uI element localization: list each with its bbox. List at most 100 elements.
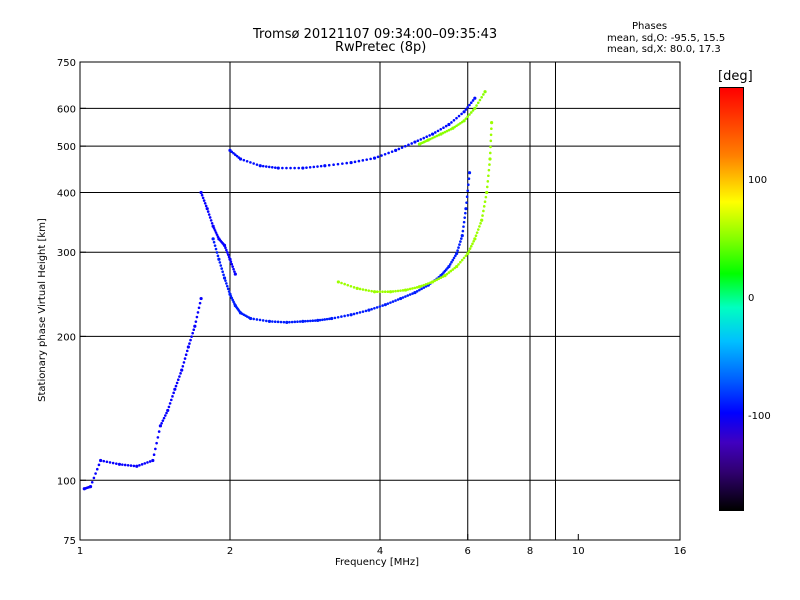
data-point xyxy=(162,416,166,420)
data-point xyxy=(365,158,369,161)
data-point xyxy=(426,138,430,142)
data-point xyxy=(482,205,486,208)
data-point xyxy=(460,233,464,238)
data-point xyxy=(367,289,371,292)
data-point xyxy=(343,314,346,318)
data-point xyxy=(143,462,147,465)
data-point xyxy=(404,295,407,298)
x-tick-label: 1 xyxy=(77,546,83,557)
data-point xyxy=(276,320,280,324)
data-point xyxy=(483,90,487,94)
data-point xyxy=(111,461,115,465)
data-point xyxy=(238,157,243,161)
data-point xyxy=(213,229,217,232)
data-point xyxy=(214,231,218,234)
data-point xyxy=(225,284,229,288)
data-point xyxy=(276,166,280,170)
data-point xyxy=(205,207,209,211)
data-point xyxy=(140,463,144,466)
data-point xyxy=(383,152,387,156)
data-point xyxy=(469,244,473,248)
data-point xyxy=(364,288,368,292)
data-point xyxy=(433,135,436,139)
data-point xyxy=(166,408,170,413)
data-point xyxy=(102,459,106,463)
data-point xyxy=(194,320,198,323)
data-point xyxy=(184,353,188,357)
data-point xyxy=(297,166,301,170)
data-point xyxy=(235,154,239,158)
data-point xyxy=(358,311,362,314)
data-point xyxy=(224,279,227,282)
data-point xyxy=(193,324,197,328)
data-point xyxy=(261,164,265,168)
data-point xyxy=(466,189,470,192)
data-point xyxy=(457,123,460,126)
data-point xyxy=(192,328,196,332)
data-point xyxy=(467,183,470,186)
data-point xyxy=(439,127,443,131)
data-point xyxy=(436,129,440,133)
data-point xyxy=(403,144,407,148)
x-axis-label: Frequency [MHz] xyxy=(335,557,420,568)
data-point xyxy=(188,342,191,345)
data-point xyxy=(408,293,412,296)
x-tick-label: 6 xyxy=(465,546,471,557)
data-point xyxy=(212,240,216,244)
data-point xyxy=(318,318,322,322)
colorbar-unit-label: [deg] xyxy=(718,69,753,84)
data-point xyxy=(209,219,213,222)
data-point xyxy=(157,430,161,433)
data-point xyxy=(391,300,395,303)
data-point xyxy=(227,255,231,259)
data-point xyxy=(218,261,222,264)
data-point xyxy=(258,318,262,322)
data-point xyxy=(378,290,382,294)
data-point xyxy=(290,320,294,324)
data-point xyxy=(372,290,377,294)
data-point xyxy=(455,116,458,120)
data-point xyxy=(447,122,451,127)
data-point xyxy=(340,281,343,285)
data-point xyxy=(461,229,465,233)
data-point xyxy=(267,165,271,169)
data-point xyxy=(466,115,469,118)
data-point xyxy=(226,253,230,256)
data-point xyxy=(273,320,277,323)
data-point xyxy=(121,463,124,466)
data-point xyxy=(474,234,478,238)
data-point xyxy=(408,287,412,291)
y-tick-label: 75 xyxy=(63,536,76,547)
data-point xyxy=(105,460,109,464)
data-point xyxy=(462,119,466,123)
data-point xyxy=(419,138,423,141)
data-point xyxy=(258,164,262,168)
y-tick-label: 300 xyxy=(57,248,76,259)
data-point xyxy=(468,247,472,250)
data-point xyxy=(490,121,494,125)
data-point xyxy=(467,171,472,175)
data-point xyxy=(185,349,189,353)
data-point xyxy=(462,256,466,260)
data-point xyxy=(387,151,390,155)
phase-colorbar xyxy=(719,87,744,511)
data-point xyxy=(407,143,410,147)
data-point xyxy=(441,131,445,135)
data-point xyxy=(373,306,376,310)
data-point xyxy=(490,127,493,131)
data-point xyxy=(252,317,256,321)
data-point xyxy=(401,296,405,299)
data-point xyxy=(415,286,419,289)
data-point xyxy=(95,467,99,471)
data-point xyxy=(367,308,371,312)
data-point xyxy=(242,158,246,162)
data-point xyxy=(336,162,340,166)
data-point xyxy=(397,147,401,151)
data-point xyxy=(225,248,228,252)
data-point xyxy=(191,331,194,335)
data-point xyxy=(155,441,158,445)
data-point xyxy=(126,463,130,467)
data-point xyxy=(341,162,344,165)
data-point xyxy=(489,139,493,143)
